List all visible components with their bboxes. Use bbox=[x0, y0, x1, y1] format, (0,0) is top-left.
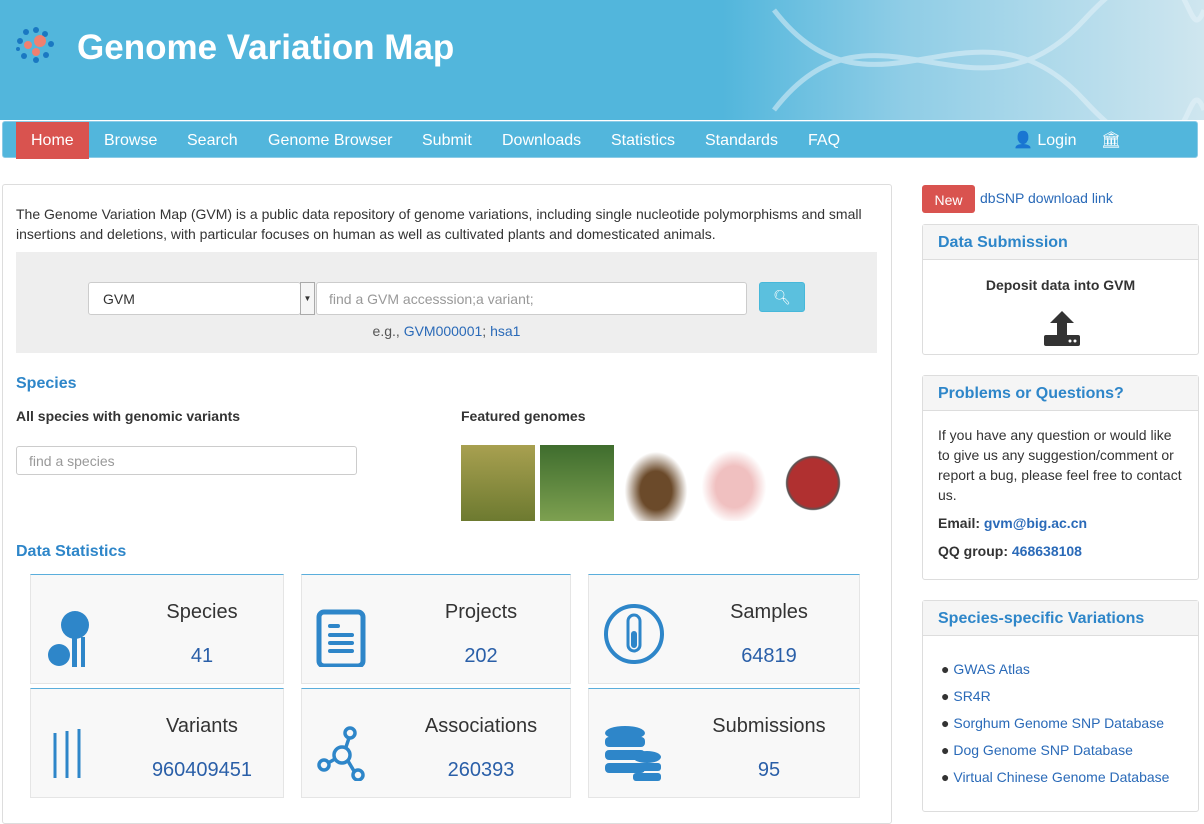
stat-label: Projects bbox=[444, 601, 518, 623]
logo-icon bbox=[16, 27, 54, 63]
stat-card-species[interactable]: Species 41 bbox=[30, 574, 284, 684]
stat-value: 95 bbox=[757, 759, 781, 781]
gwas-atlas-link[interactable]: GWAS Atlas bbox=[953, 661, 1030, 677]
all-species-label: All species with genomic variants bbox=[16, 408, 241, 424]
stat-label: Variants bbox=[166, 715, 238, 737]
list-item: ● Dog Genome SNP Database bbox=[941, 742, 1133, 758]
user-icon: 👤 bbox=[1013, 132, 1033, 149]
species-variations-panel: Species-specific Variations ● GWAS Atlas… bbox=[922, 600, 1199, 812]
nav-standards[interactable]: Standards bbox=[705, 132, 778, 149]
virtual-chinese-genome-link[interactable]: Virtual Chinese Genome Database bbox=[953, 769, 1170, 785]
list-item: ● Virtual Chinese Genome Database bbox=[941, 769, 1170, 785]
list-item: ● Sorghum Genome SNP Database bbox=[941, 715, 1164, 731]
nav-search[interactable]: Search bbox=[187, 132, 238, 149]
chevron-down-icon[interactable]: ▼ bbox=[300, 282, 315, 315]
nav-faq[interactable]: FAQ bbox=[808, 132, 841, 149]
stat-value: 260393 bbox=[447, 759, 515, 781]
featured-genomes-label: Featured genomes bbox=[461, 408, 586, 424]
document-icon bbox=[316, 609, 366, 667]
stat-value: 960409451 bbox=[151, 759, 253, 781]
stat-value: 41 bbox=[190, 645, 214, 667]
qq-label: QQ group: bbox=[938, 543, 1008, 559]
rice-image[interactable] bbox=[461, 445, 535, 521]
institution-icon: 🏛 bbox=[1101, 132, 1122, 149]
search-button[interactable]: 🔍︎ bbox=[759, 282, 805, 312]
database-select[interactable]: GVM bbox=[88, 282, 301, 315]
nav-home[interactable]: Home bbox=[16, 122, 89, 159]
dna-banner-image bbox=[772, 0, 1204, 120]
soybean-image[interactable] bbox=[540, 445, 614, 521]
qq-link[interactable]: 468638108 bbox=[1011, 543, 1082, 559]
example-sep: ; bbox=[482, 323, 487, 339]
stat-label: Species bbox=[166, 601, 238, 623]
species-search-input[interactable]: find a species bbox=[16, 446, 357, 475]
search-examples: e.g., GVM000001; hsa1 bbox=[16, 323, 877, 339]
nav-login[interactable]: 👤 Login bbox=[998, 122, 1092, 159]
main-nav: Home Browse Search Genome Browser Submit… bbox=[2, 121, 1198, 186]
sr4r-link[interactable]: SR4R bbox=[953, 688, 991, 704]
new-badge: New bbox=[922, 185, 975, 213]
header: Genome Variation Map bbox=[0, 0, 1204, 120]
stat-value: 64819 bbox=[741, 645, 797, 667]
upload-icon[interactable] bbox=[1042, 309, 1082, 347]
intro-text: The Genome Variation Map (GVM) is a publ… bbox=[16, 206, 862, 242]
dbsnp-download-link[interactable]: dbSNP download link bbox=[980, 190, 1113, 206]
email-link[interactable]: gvm@big.ac.cn bbox=[983, 515, 1088, 531]
search-icon: 🔍︎ bbox=[773, 289, 791, 305]
example-link-hsa1[interactable]: hsa1 bbox=[490, 323, 521, 339]
species-heading: Species bbox=[16, 375, 77, 392]
nav-submit[interactable]: Submit bbox=[422, 132, 472, 149]
panel-title: Problems or Questions? bbox=[923, 376, 1198, 411]
stat-label: Associations bbox=[424, 715, 538, 737]
site-title: Genome Variation Map bbox=[77, 28, 455, 67]
email-label: Email: bbox=[938, 515, 981, 531]
chromosome-icon bbox=[53, 729, 81, 778]
network-icon bbox=[317, 726, 365, 781]
nav-statistics[interactable]: Statistics bbox=[611, 132, 676, 149]
search-input[interactable]: find a GVM accesssion;a variant; bbox=[316, 282, 747, 315]
data-submission-panel: Data Submission Deposit data into GVM bbox=[922, 224, 1199, 355]
nav-browse[interactable]: Browse bbox=[104, 132, 158, 149]
dog-image[interactable] bbox=[619, 445, 693, 521]
database-icon bbox=[605, 726, 661, 781]
pig-image[interactable] bbox=[697, 445, 771, 521]
example-prefix: e.g., bbox=[372, 323, 400, 339]
nav-genome-browser[interactable]: Genome Browser bbox=[268, 132, 393, 149]
register-label: Register bbox=[1101, 169, 1161, 186]
stat-card-variants[interactable]: Variants 960409451 bbox=[30, 688, 284, 798]
virus-image[interactable] bbox=[776, 445, 850, 521]
test-tube-icon bbox=[604, 604, 664, 664]
questions-text: If you have any question or would like t… bbox=[938, 427, 1182, 503]
questions-panel: Problems or Questions? If you have any q… bbox=[922, 375, 1199, 580]
stat-card-associations[interactable]: Associations 260393 bbox=[301, 688, 571, 798]
stat-label: Submissions bbox=[712, 715, 826, 737]
nav-register[interactable]: 🏛 Register bbox=[1086, 122, 1197, 186]
stat-card-samples[interactable]: Samples 64819 bbox=[588, 574, 860, 684]
stats-heading: Data Statistics bbox=[16, 543, 127, 560]
panel-title: Species-specific Variations bbox=[923, 601, 1198, 636]
search-panel: GVM ▼ find a GVM accesssion;a variant; 🔍… bbox=[16, 252, 877, 353]
login-label: Login bbox=[1037, 132, 1077, 149]
deposit-text: Deposit data into GVM bbox=[985, 277, 1136, 293]
stat-card-projects[interactable]: Projects 202 bbox=[301, 574, 571, 684]
stat-label: Samples bbox=[730, 601, 808, 623]
example-link-gvm[interactable]: GVM000001 bbox=[403, 323, 483, 339]
stat-value: 202 bbox=[464, 645, 498, 667]
stat-card-submissions[interactable]: Submissions 95 bbox=[588, 688, 860, 798]
dog-snp-link[interactable]: Dog Genome SNP Database bbox=[953, 742, 1133, 758]
list-item: ● GWAS Atlas bbox=[941, 661, 1030, 677]
panel-title: Data Submission bbox=[923, 225, 1198, 260]
sorghum-link[interactable]: Sorghum Genome SNP Database bbox=[953, 715, 1164, 731]
list-item: ● SR4R bbox=[941, 688, 991, 704]
main-content: The Genome Variation Map (GVM) is a publ… bbox=[2, 184, 892, 824]
tree-panda-icon bbox=[48, 611, 89, 667]
nav-downloads[interactable]: Downloads bbox=[502, 132, 582, 149]
